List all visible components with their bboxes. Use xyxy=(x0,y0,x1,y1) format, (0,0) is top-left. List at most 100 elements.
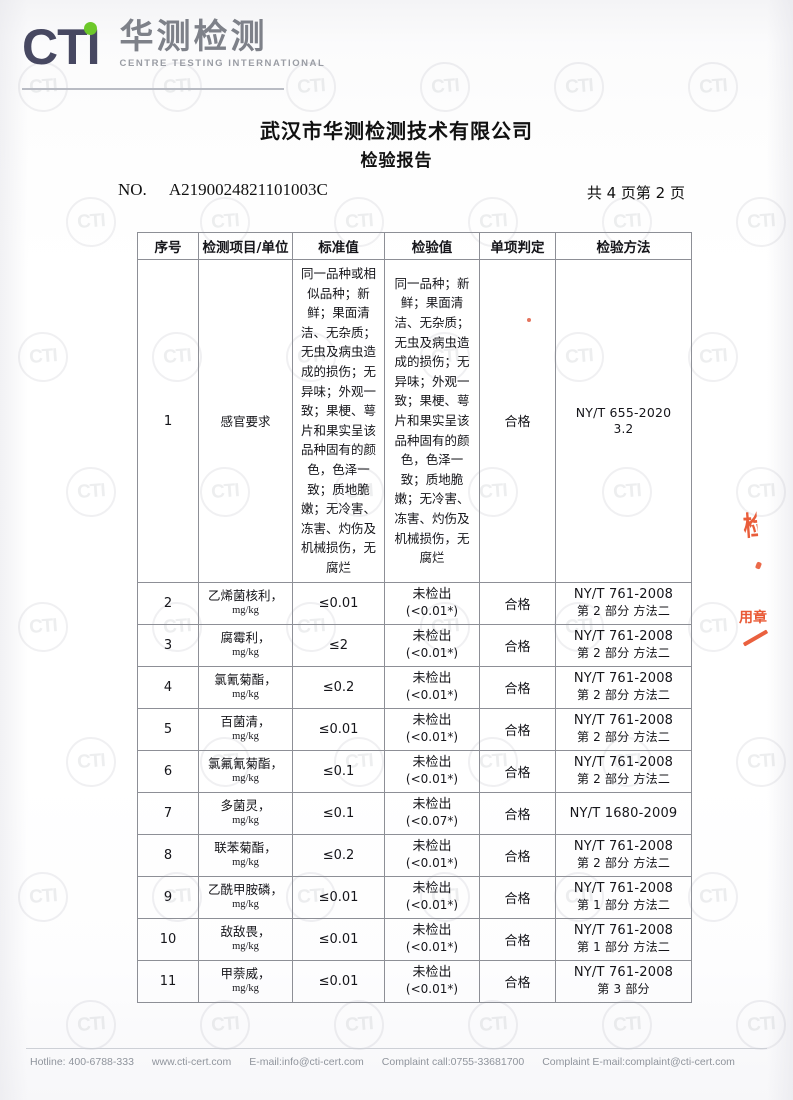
cell-no: 8 xyxy=(137,833,199,877)
item-name: 敌敌畏， xyxy=(220,924,271,939)
method-standard: NY/T 1680-2009 xyxy=(569,805,678,821)
item-unit: mg/kg xyxy=(232,647,259,658)
cell-judgement: 合格 xyxy=(479,833,556,877)
cell-standard: ≤0.2 xyxy=(292,665,385,709)
cell-no: 11 xyxy=(137,959,199,1003)
method-part: 第 3 部分 xyxy=(597,982,650,996)
cell-no: 1 xyxy=(137,259,199,583)
method-standard: NY/T 655-2020 xyxy=(575,404,672,420)
table-body: 1 感官要求 同一品种或相似品种；新鲜；果面清洁、无杂质；无虫及病虫造成的损伤；无异… xyxy=(137,259,692,1003)
cti-watermark-icon: CTI xyxy=(64,998,118,1052)
value-detection-limit: (<0.01*) xyxy=(405,940,459,954)
cell-value: 未检出 (<0.01*) xyxy=(384,665,480,709)
inspection-results-table: 序号 检测项目/单位 标准值 检验值 单项判定 检验方法 1 感官要求 同一品种或相… xyxy=(137,232,692,1003)
cell-standard: 同一品种或相似品种；新鲜；果面清洁、无杂质；无虫及病虫造成的损伤；无异味；外观一… xyxy=(292,259,385,583)
logo-chinese-block: 华测检测 CENTRE TESTING INTERNATIONAL xyxy=(120,20,326,70)
table-row: 8 联苯菊酯， mg/kg ≤0.2 未检出 (<0.01*) 合格 NY/T 761-200… xyxy=(137,833,692,877)
item-name: 联苯菊酯， xyxy=(214,840,277,855)
cti-watermark-icon: CTI xyxy=(734,998,788,1052)
item-name: 甲萘威， xyxy=(220,966,271,981)
cell-standard: ≤0.01 xyxy=(292,707,385,751)
cell-item: 氯氟氰菊酯， mg/kg xyxy=(198,749,293,793)
method-standard: NY/T 761-2008 xyxy=(573,755,674,770)
cell-standard: ≤0.01 xyxy=(292,917,385,961)
table-row: 6 氯氟氰菊酯， mg/kg ≤0.1 未检出 (<0.01*) 合格 NY/T 761-20… xyxy=(137,749,692,793)
cell-item: 联苯菊酯， mg/kg xyxy=(198,833,293,877)
item-unit: mg/kg xyxy=(232,815,259,826)
method-part: 第 1 部分 方法二 xyxy=(576,940,671,954)
cti-watermark-icon: CTI xyxy=(734,465,788,519)
cell-judgement: 合格 xyxy=(479,749,556,793)
cell-value: 未检出 (<0.07*) xyxy=(384,791,480,835)
item-name: 多菌灵， xyxy=(220,798,271,813)
red-ink-speck-icon xyxy=(527,318,531,322)
document-title: 检验报告 xyxy=(360,151,433,171)
cti-watermark-icon: CTI xyxy=(332,998,386,1052)
cell-no: 5 xyxy=(137,707,199,751)
cell-value: 未检出 (<0.01*) xyxy=(384,917,480,961)
green-dot-icon xyxy=(83,21,97,35)
table-row: 9 乙酰甲胺磷， mg/kg ≤0.01 未检出 (<0.01*) 合格 NY/T 761-2… xyxy=(137,875,692,919)
value-detection-limit: (<0.07*) xyxy=(405,814,459,828)
logo-chinese-name: 华测检测 xyxy=(119,17,268,57)
method-part: 第 2 部分 方法二 xyxy=(576,730,671,744)
method-standard: NY/T 761-2008 xyxy=(573,713,674,728)
value-main: 未检出 xyxy=(412,755,452,770)
cell-value: 未检出 (<0.01*) xyxy=(384,833,480,877)
table-row: 10 敌敌畏， mg/kg ≤0.01 未检出 (<0.01*) 合格 NY/T 761-20… xyxy=(137,917,692,961)
value-main: 未检出 xyxy=(412,923,452,938)
footer-email[interactable]: E-mail:info@cti-cert.com xyxy=(249,1056,364,1068)
method-standard: NY/T 761-2008 xyxy=(573,923,674,938)
cell-judgement: 合格 xyxy=(479,791,556,835)
cell-value: 未检出 (<0.01*) xyxy=(384,623,480,667)
cti-watermark-icon: CTI xyxy=(734,735,788,789)
value-detection-limit: (<0.01*) xyxy=(405,898,459,912)
item-name: 腐霉利， xyxy=(220,630,271,645)
value-main: 未检出 xyxy=(412,881,452,896)
cell-method: NY/T 655-2020 3.2 xyxy=(555,259,692,583)
table-row: 11 甲萘威， mg/kg ≤0.01 未检出 (<0.01*) 合格 NY/T 761-20… xyxy=(137,959,692,1003)
table-row: 2 乙烯菌核利， mg/kg ≤0.01 未检出 (<0.01*) 合格 NY/T 761-2… xyxy=(137,581,692,625)
table-header-row: 序号 检测项目/单位 标准值 检验值 单项判定 检验方法 xyxy=(137,232,692,260)
table-row: 5 百菌清， mg/kg ≤0.01 未检出 (<0.01*) 合格 NY/T 761-200… xyxy=(137,707,692,751)
footer-website[interactable]: www.cti-cert.com xyxy=(151,1056,232,1068)
item-unit: mg/kg xyxy=(232,857,259,868)
cell-value: 未检出 (<0.01*) xyxy=(384,581,480,625)
value-main: 未检出 xyxy=(412,839,452,854)
footer-hotline: Hotline: 400-6788-333 xyxy=(30,1056,134,1068)
footer-complaint-email[interactable]: Complaint E-mail:complaint@cti-cert.com xyxy=(542,1056,735,1068)
cell-judgement: 合格 xyxy=(479,665,556,709)
method-part: 第 2 部分 方法二 xyxy=(576,646,671,660)
cell-value: 未检出 (<0.01*) xyxy=(384,875,480,919)
report-number-value: A2190024821101003C xyxy=(168,180,328,199)
cell-no: 10 xyxy=(137,917,199,961)
method-standard: NY/T 761-2008 xyxy=(573,671,674,686)
cell-item: 多菌灵， mg/kg xyxy=(198,791,293,835)
cell-standard: ≤0.2 xyxy=(292,833,385,877)
footer-complaint-call: Complaint call:0755-33681700 xyxy=(381,1056,525,1068)
cell-value: 同一品种；新鲜；果面清洁、无杂质；无虫及病虫造成的损伤；无异味；外观一致；果梗、… xyxy=(384,259,480,583)
item-unit: mg/kg xyxy=(232,605,259,616)
cell-item: 百菌清， mg/kg xyxy=(198,707,293,751)
cell-item: 乙烯菌核利， mg/kg xyxy=(198,581,293,625)
cell-no: 4 xyxy=(137,665,199,709)
red-seal-fragment: 检 用章 xyxy=(735,496,793,668)
cti-watermark-icon: CTI xyxy=(16,600,70,654)
cell-method: NY/T 761-2008 第 1 部分 方法二 xyxy=(555,875,692,919)
table-row: 1 感官要求 同一品种或相似品种；新鲜；果面清洁、无杂质；无虫及病虫造成的损伤；无异… xyxy=(137,259,692,583)
column-header-judgement: 单项判定 xyxy=(479,232,556,260)
method-standard: NY/T 761-2008 xyxy=(573,629,674,644)
value-detection-limit: (<0.01*) xyxy=(405,856,459,870)
cti-watermark-icon: CTI xyxy=(466,998,520,1052)
item-unit: mg/kg xyxy=(232,689,259,700)
cell-method: NY/T 761-2008 第 2 部分 方法二 xyxy=(555,581,692,625)
cell-no: 9 xyxy=(137,875,199,919)
item-name: 乙烯菌核利， xyxy=(207,588,283,603)
cell-standard: ≤0.1 xyxy=(292,749,385,793)
value-main: 未检出 xyxy=(412,587,452,602)
cell-standard: ≤0.01 xyxy=(292,875,385,919)
table-row: 3 腐霉利， mg/kg ≤2 未检出 (<0.01*) 合格 NY/T 761-2008 第 … xyxy=(137,623,692,667)
table-row: 4 氯氰菊酯， mg/kg ≤0.2 未检出 (<0.01*) 合格 NY/T 761-200… xyxy=(137,665,692,709)
item-name: 氯氰菊酯， xyxy=(214,672,277,687)
cti-watermark-icon: CTI xyxy=(418,60,472,114)
